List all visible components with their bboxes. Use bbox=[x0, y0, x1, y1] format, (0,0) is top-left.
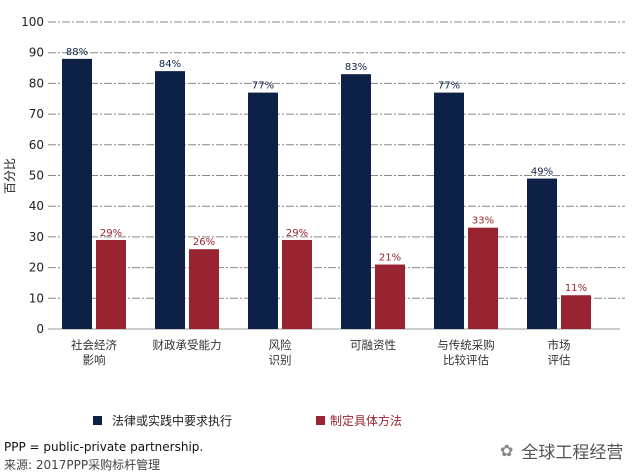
y-tick-label: 0 bbox=[36, 322, 44, 336]
data-label: 26% bbox=[193, 237, 215, 248]
wechat-icon: ✿ bbox=[500, 441, 514, 460]
y-tick-label: 30 bbox=[29, 230, 44, 244]
bar bbox=[155, 71, 185, 330]
data-label: 11% bbox=[565, 283, 587, 294]
legend-swatch-red bbox=[316, 416, 325, 425]
data-label: 84% bbox=[159, 59, 181, 70]
legend-item-method: 制定具体方法 bbox=[316, 412, 402, 429]
y-tick-label: 80 bbox=[29, 76, 44, 90]
legend-swatch-navy bbox=[93, 416, 102, 425]
bar bbox=[96, 239, 126, 329]
legend-label: 法律或实践中要求执行 bbox=[112, 414, 233, 428]
y-tick-label: 50 bbox=[29, 169, 44, 183]
y-tick-label: 70 bbox=[29, 107, 44, 121]
category-label: 比较评估 bbox=[443, 353, 489, 367]
y-axis-label: 百分比 bbox=[3, 158, 17, 194]
y-tick-label: 40 bbox=[29, 199, 44, 213]
category-label: 社会经济 bbox=[71, 338, 117, 352]
data-label: 88% bbox=[66, 47, 88, 58]
bar bbox=[248, 92, 278, 329]
watermark-text: 全球工程经营 bbox=[521, 443, 624, 463]
data-label: 83% bbox=[345, 62, 367, 73]
bar bbox=[561, 295, 591, 329]
category-label: 风险 bbox=[269, 338, 292, 352]
y-tick-label: 10 bbox=[29, 291, 44, 305]
category-label: 影响 bbox=[83, 353, 106, 367]
y-tick-label: 60 bbox=[29, 138, 44, 152]
data-label: 29% bbox=[286, 228, 308, 239]
data-label: 29% bbox=[100, 228, 122, 239]
watermark: ✿ 全球工程经营 bbox=[500, 438, 623, 463]
bar bbox=[434, 92, 464, 329]
bar bbox=[527, 178, 557, 329]
footer-note: PPP = public-private partnership. bbox=[4, 440, 204, 454]
y-tick-label: 20 bbox=[29, 261, 44, 275]
category-label: 与传统采购 bbox=[437, 338, 495, 352]
legend-label: 制定具体方法 bbox=[330, 414, 403, 428]
legend-item-required: 法律或实践中要求执行 bbox=[93, 412, 232, 429]
category-label: 可融资性 bbox=[350, 338, 396, 352]
bar bbox=[282, 239, 312, 329]
bar bbox=[375, 264, 405, 329]
category-label: 市场 bbox=[548, 338, 571, 352]
bar bbox=[341, 74, 371, 329]
bar bbox=[62, 58, 92, 330]
data-label: 49% bbox=[531, 167, 553, 178]
category-label: 识别 bbox=[269, 353, 292, 367]
data-label: 77% bbox=[438, 81, 460, 92]
bar bbox=[468, 227, 498, 329]
category-label: 评估 bbox=[548, 353, 571, 367]
data-label: 33% bbox=[472, 216, 494, 227]
bar bbox=[189, 249, 219, 329]
y-tick-label: 100 bbox=[21, 15, 44, 29]
data-label: 77% bbox=[252, 81, 274, 92]
footer-source: 来源: 2017PPP采购标杆管理 bbox=[4, 458, 161, 472]
y-tick-label: 90 bbox=[29, 46, 44, 60]
category-label: 财政承受能力 bbox=[153, 338, 222, 352]
data-label: 21% bbox=[379, 253, 401, 264]
